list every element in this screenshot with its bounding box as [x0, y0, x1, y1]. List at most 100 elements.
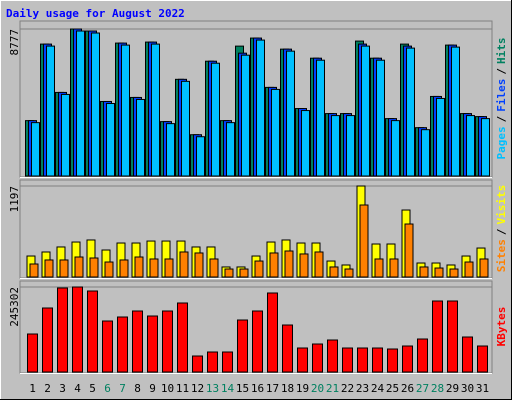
x-tick-label: 23 [356, 382, 369, 395]
x-tick-label: 11 [176, 382, 189, 395]
bar [286, 50, 295, 177]
bar [299, 253, 309, 278]
y-tick-label: 8777 [8, 29, 21, 56]
x-tick-label: 14 [221, 382, 235, 395]
bar [74, 256, 84, 278]
bar [31, 122, 40, 177]
bar [117, 316, 128, 373]
bar [419, 266, 429, 278]
bar [404, 223, 414, 278]
bar [106, 102, 115, 177]
bar [432, 300, 443, 373]
x-tick-label: 4 [74, 382, 81, 395]
x-tick-label: 12 [191, 382, 204, 395]
x-tick-label: 10 [161, 382, 174, 395]
bar [481, 118, 490, 177]
bar [342, 347, 353, 373]
bar [389, 258, 399, 278]
x-tick-label: 26 [401, 382, 414, 395]
x-tick-label: 7 [119, 382, 126, 395]
bar [267, 292, 278, 373]
bar [136, 98, 145, 177]
bar [436, 97, 445, 177]
x-tick-label: 13 [206, 382, 219, 395]
x-tick-label: 2 [44, 382, 51, 395]
bar [119, 259, 129, 278]
bar [177, 302, 188, 373]
bar [211, 62, 220, 177]
x-tick-label: 15 [236, 382, 249, 395]
bar [132, 310, 143, 373]
x-tick-label: 31 [476, 382, 489, 395]
bar [239, 268, 249, 278]
bar [314, 251, 324, 278]
bar [312, 343, 323, 373]
bar [329, 266, 339, 278]
x-tick-label: 5 [89, 382, 96, 395]
bar [282, 324, 293, 373]
x-tick-label: 20 [311, 382, 324, 395]
bar [359, 204, 369, 278]
x-tick-label: 6 [104, 382, 111, 395]
x-tick-label: 28 [431, 382, 444, 395]
bar [179, 251, 189, 278]
bar [147, 315, 158, 373]
bar [166, 123, 175, 177]
bar [464, 261, 474, 278]
bar [479, 258, 489, 278]
bar [121, 44, 130, 177]
legend: Sites / Visits [495, 185, 508, 273]
bar [46, 45, 55, 177]
bar [89, 257, 99, 278]
bar [29, 263, 39, 278]
bar [271, 88, 280, 177]
bar [224, 268, 234, 278]
bar [449, 268, 459, 278]
x-tick-label: 24 [371, 382, 385, 395]
bar [376, 59, 385, 177]
legend: Pages / Files / Hits [495, 38, 508, 160]
x-tick-label: 30 [461, 382, 474, 395]
bar [192, 355, 203, 373]
bar [222, 351, 233, 373]
bar [331, 115, 340, 177]
bar [162, 310, 173, 373]
bar [164, 258, 174, 278]
legend-separator: / [495, 115, 508, 122]
bar [196, 136, 205, 177]
bar [134, 256, 144, 278]
bar [301, 110, 310, 177]
legend-entry: Pages [495, 126, 508, 159]
bar [447, 300, 458, 373]
bar [91, 32, 100, 177]
x-tick-label: 17 [266, 382, 279, 395]
bar [387, 348, 398, 373]
bar [252, 310, 263, 373]
x-tick-label: 9 [149, 382, 156, 395]
bar [181, 80, 190, 177]
bar [346, 115, 355, 177]
chart-title: Daily usage for August 2022 [6, 7, 185, 20]
bar [151, 43, 160, 177]
legend-entry: Sites [495, 239, 508, 272]
x-tick-label: 27 [416, 382, 429, 395]
bar [477, 345, 488, 373]
bar [297, 347, 308, 373]
bar [149, 258, 159, 278]
x-tick-label: 22 [341, 382, 354, 395]
bar [104, 261, 114, 278]
x-tick-label: 29 [446, 382, 459, 395]
bar [226, 122, 235, 177]
legend-entry: KBytes [495, 307, 508, 347]
bar [284, 250, 294, 278]
bar [372, 347, 383, 373]
bar [361, 45, 370, 177]
bar [402, 345, 413, 373]
bar [254, 260, 264, 278]
bar [316, 59, 325, 177]
bar [59, 259, 69, 278]
bar [194, 252, 204, 278]
x-tick-label: 21 [326, 382, 339, 395]
bar [434, 267, 444, 278]
